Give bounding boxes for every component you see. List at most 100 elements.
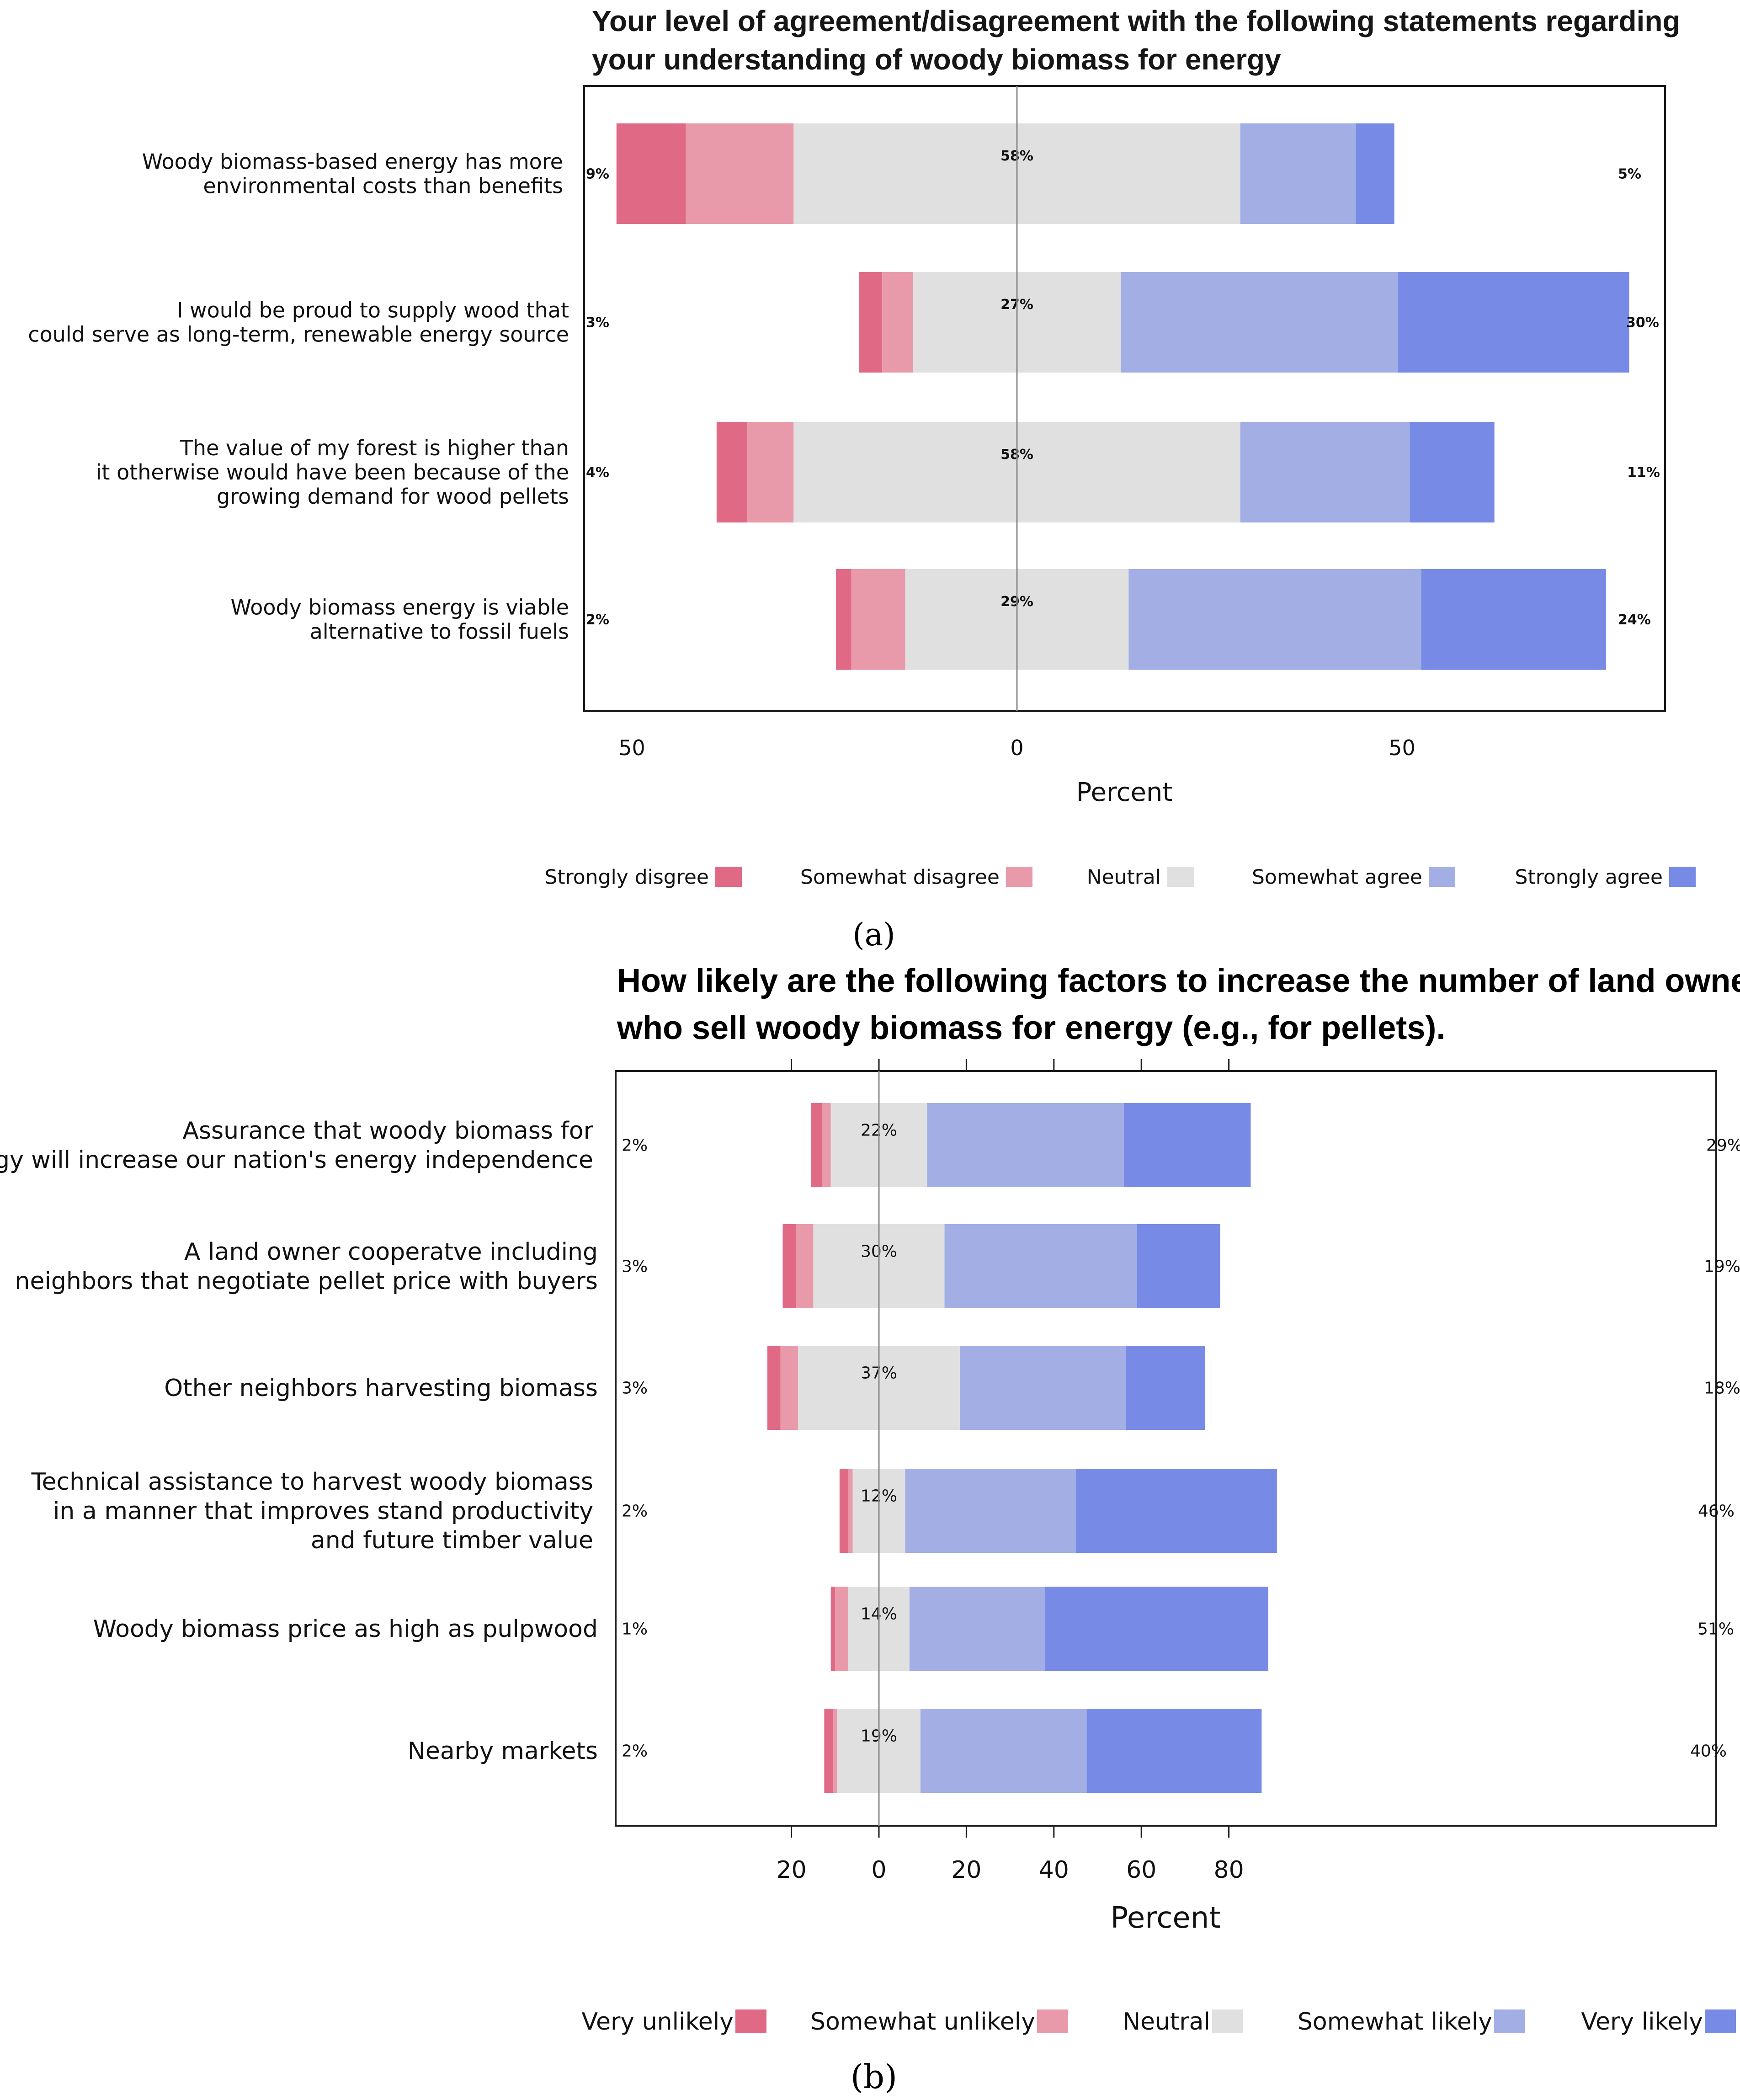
bar-segment-very-likely: [1045, 1587, 1268, 1671]
category-label: Nearby markets: [408, 1738, 598, 1765]
right-percent-label: 24%: [1618, 612, 1651, 628]
category-label: could serve as long-term, renewable ener…: [28, 322, 569, 347]
category-label: in a manner that improves stand producti…: [53, 1498, 593, 1525]
x-tick-label: 50: [618, 736, 645, 760]
plot-frame: [615, 1070, 1717, 1827]
bar-segment-somewhat-unlikely: [848, 1469, 853, 1553]
legend-swatch: [1705, 2009, 1736, 2033]
bar-segment-strongly-disgree: [859, 272, 883, 373]
legend: Very unlikely Somewhat unlikely Neutral Som…: [582, 2008, 1736, 2036]
right-percent-label: 51%: [1697, 1620, 1734, 1639]
bar-segment-strongly-agree: [1421, 569, 1607, 670]
category-label: I would be proud to supply wood that: [177, 298, 569, 323]
right-percent-label: 46%: [1698, 1502, 1735, 1521]
bar-segment-somewhat-disagree: [686, 123, 794, 224]
category-label: and future timber value: [311, 1527, 593, 1554]
x-tick-label: 40: [1039, 1856, 1069, 1884]
bar-segment-very-unlikely: [811, 1103, 822, 1187]
legend-label: Neutral: [1087, 865, 1161, 889]
x-tick-label: 60: [1126, 1856, 1156, 1884]
bar-segment-very-likely: [1137, 1224, 1220, 1308]
bar-segment-somewhat-agree: [1240, 123, 1356, 224]
right-percent-label: 30%: [1626, 315, 1659, 331]
x-tick-label: 20: [777, 1856, 807, 1884]
category-label: Technical assistance to harvest woody bi…: [31, 1468, 593, 1496]
category-label: it otherwise would have been because of …: [96, 460, 569, 485]
category-label: Woody biomass price as high as pulpwood: [93, 1615, 598, 1643]
left-percent-label: 4%: [586, 465, 609, 481]
right-percent-label: 18%: [1704, 1379, 1740, 1398]
bar-segment-somewhat-disagree: [747, 422, 794, 522]
legend-label: Somewhat unlikely: [810, 2008, 1035, 2036]
bar-segment-very-unlikely: [824, 1709, 833, 1793]
legend-swatch: [1669, 867, 1696, 887]
bar-segment-very-likely: [1123, 1103, 1251, 1187]
category-label: Woody biomass energy is viable: [230, 595, 569, 620]
category-label: alternative to fossil fuels: [310, 619, 569, 644]
chart-title-line: How likely are the following factors to …: [617, 963, 1740, 999]
category-label: Assurance that woody biomass for: [182, 1117, 593, 1145]
legend-swatch: [1212, 2009, 1243, 2033]
bar-segment-very-unlikely: [839, 1469, 849, 1553]
left-percent-label: 3%: [586, 315, 609, 331]
category-label: environmental costs than benefits: [203, 174, 563, 198]
right-percent-label: 11%: [1627, 465, 1660, 481]
bar-segment-somewhat-likely: [960, 1346, 1126, 1430]
legend-swatch: [1494, 2009, 1525, 2033]
category-label: Other neighbors harvesting biomass: [164, 1375, 598, 1402]
legend-label: Somewhat likely: [1298, 2008, 1492, 2036]
legend-label: Very unlikely: [582, 2008, 734, 2036]
x-tick-label: 20: [951, 1856, 981, 1884]
panel-caption: (a): [852, 917, 895, 953]
chart-title-line: your understanding of woody biomass for …: [592, 43, 1281, 76]
left-percent-label: 2%: [586, 612, 609, 628]
left-percent-label: 1%: [622, 1620, 648, 1639]
category-label: energy will increase our nation's energy…: [0, 1146, 593, 1174]
bar-segment-very-unlikely: [767, 1346, 781, 1430]
right-percent-label: 40%: [1690, 1742, 1727, 1761]
bar-segment-somewhat-unlikely: [822, 1103, 831, 1187]
legend-swatch: [1037, 2009, 1068, 2033]
legend-label: Neutral: [1123, 2008, 1210, 2036]
legend-swatch: [1429, 867, 1455, 887]
right-percent-label: 5%: [1618, 166, 1641, 182]
right-percent-label: 29%: [1706, 1136, 1740, 1155]
bar-segment-strongly-agree: [1410, 422, 1495, 522]
bar-segment-somewhat-likely: [944, 1224, 1137, 1308]
bar-segment-somewhat-likely: [909, 1587, 1045, 1671]
plot-frame: [583, 85, 1666, 712]
legend-swatch: [735, 2009, 766, 2033]
legend-swatch: [1006, 867, 1032, 887]
x-tick-label: 0: [871, 1856, 886, 1884]
bar-segment-somewhat-agree: [1128, 569, 1421, 670]
legend-label: Strongly agree: [1515, 865, 1663, 889]
legend-swatch: [1167, 867, 1194, 887]
bar-segment-very-likely: [1075, 1469, 1277, 1553]
left-percent-label: 9%: [586, 166, 609, 182]
bar-segment-somewhat-disagree: [851, 569, 905, 670]
bar-segment-somewhat-agree: [1240, 422, 1410, 522]
bar-segment-very-unlikely: [830, 1587, 835, 1671]
chart-title-line: Your level of agreement/disagreement wit…: [592, 5, 1681, 37]
x-tick-label: 50: [1389, 736, 1415, 760]
left-percent-label: 3%: [622, 1379, 648, 1398]
bar-segment-somewhat-unlikely: [835, 1587, 849, 1671]
left-percent-label: 2%: [622, 1136, 648, 1155]
left-percent-label: 3%: [622, 1258, 648, 1276]
category-label: growing demand for wood pellets: [217, 484, 569, 509]
legend-swatch: [715, 867, 742, 887]
legend-label: Very likely: [1581, 2008, 1703, 2036]
bar-segment-somewhat-unlikely: [780, 1346, 798, 1430]
category-label: neighbors that negotiate pellet price wi…: [15, 1268, 598, 1295]
bar-segment-strongly-disgree: [616, 123, 686, 224]
category-label: A land owner cooperatve including: [184, 1238, 598, 1266]
chart-title-line: who sell woody biomass for energy (e.g.,…: [617, 1010, 1445, 1046]
panel-caption: (b): [851, 2057, 897, 2096]
legend: Strongly disgree Somewhat disagree Neutral…: [544, 865, 1696, 889]
chart-panel-a: Your level of agreement/disagreement wit…: [28, 5, 1696, 953]
bar-segment-strongly-agree: [1398, 272, 1629, 373]
bar-segment-very-unlikely: [782, 1224, 796, 1308]
bar-segment-strongly-disgree: [716, 422, 748, 522]
bar-segment-very-likely: [1126, 1346, 1205, 1430]
category-label: The value of my forest is higher than: [180, 436, 569, 460]
